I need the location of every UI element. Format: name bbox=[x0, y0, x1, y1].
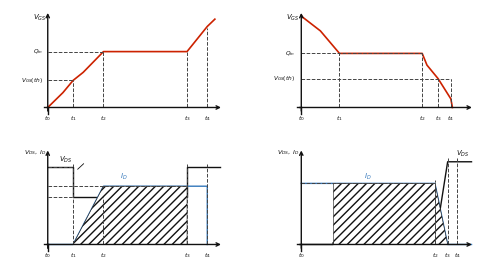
Text: $t_1$: $t_1$ bbox=[336, 114, 343, 123]
Text: $Q_{in}$: $Q_{in}$ bbox=[285, 49, 295, 58]
Text: $t_4$: $t_4$ bbox=[204, 252, 211, 260]
Text: $t_2$: $t_2$ bbox=[100, 114, 107, 123]
Text: $V_{DS},\ I_D$: $V_{DS},\ I_D$ bbox=[24, 149, 47, 157]
Text: $t_1$: $t_1$ bbox=[69, 114, 76, 123]
Text: $V_{DS},\ I_D$: $V_{DS},\ I_D$ bbox=[277, 149, 300, 157]
Text: $t_2$: $t_2$ bbox=[419, 114, 426, 123]
Text: $I_D$: $I_D$ bbox=[364, 172, 372, 182]
Text: $t_3$: $t_3$ bbox=[184, 252, 191, 260]
Text: $t_4$: $t_4$ bbox=[447, 114, 454, 123]
Text: $t_0$: $t_0$ bbox=[44, 252, 51, 260]
Polygon shape bbox=[73, 186, 187, 244]
Text: $t_4$: $t_4$ bbox=[204, 114, 211, 123]
Text: $Q_{in}$: $Q_{in}$ bbox=[33, 47, 43, 56]
Text: $t_1$: $t_1$ bbox=[69, 252, 76, 260]
Text: $t_2$: $t_2$ bbox=[432, 252, 438, 260]
Text: $t_0$: $t_0$ bbox=[298, 252, 305, 260]
Text: $t_3$: $t_3$ bbox=[184, 114, 191, 123]
Text: $V_{GS}$: $V_{GS}$ bbox=[33, 13, 47, 23]
Text: $t_3$: $t_3$ bbox=[434, 114, 441, 123]
Text: $V_{DS}$: $V_{DS}$ bbox=[455, 149, 469, 159]
Text: $V_{GS}(th)$: $V_{GS}(th)$ bbox=[21, 76, 43, 85]
Text: $t_4$: $t_4$ bbox=[454, 252, 461, 260]
Text: $t_0$: $t_0$ bbox=[44, 114, 51, 123]
Text: $t_2$: $t_2$ bbox=[100, 252, 107, 260]
Text: $V_{GS}(th)$: $V_{GS}(th)$ bbox=[274, 74, 295, 83]
Text: $V_{GS}$: $V_{GS}$ bbox=[286, 13, 300, 23]
Text: $t_0$: $t_0$ bbox=[298, 114, 305, 123]
Polygon shape bbox=[333, 183, 435, 244]
Polygon shape bbox=[435, 183, 448, 244]
Text: $I_D$: $I_D$ bbox=[120, 172, 127, 182]
Text: $V_{DS}$: $V_{DS}$ bbox=[59, 154, 72, 165]
Text: $t_3$: $t_3$ bbox=[444, 252, 451, 260]
